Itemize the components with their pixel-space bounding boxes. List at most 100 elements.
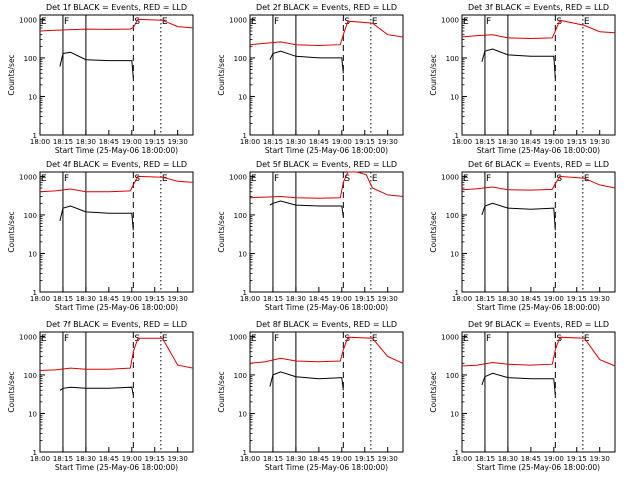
x-tick-label: 18:45 (521, 295, 541, 303)
x-tick-label: 18:30 (76, 138, 96, 146)
x-axis-label: Start Time (25-May-06 18:00:00) (265, 463, 388, 472)
y-axis-label: Counts/sec (7, 54, 16, 95)
x-tick-label: 18:15 (53, 138, 73, 146)
x-tick-label: 19:30 (168, 138, 188, 146)
x-tick-label: 19:15 (355, 295, 375, 303)
y-axis-label: Counts/sec (217, 54, 226, 95)
y-tick-label: 100 (24, 372, 37, 380)
y-axis-label: Counts/sec (429, 371, 438, 412)
series-lld-line (461, 19, 616, 40)
y-tick-label: 1 (33, 289, 37, 297)
y-tick-label: 10 (238, 410, 247, 418)
x-tick-label: 18:45 (99, 138, 119, 146)
series-events-line (269, 200, 344, 217)
marker-label: E (251, 334, 257, 344)
x-tick-label: 18:00 (240, 295, 260, 303)
x-tick-label: 19:30 (590, 295, 610, 303)
series-events-line (269, 371, 344, 391)
marker-label: E (162, 17, 168, 27)
x-tick-label: 18:45 (309, 138, 329, 146)
x-axis-label: Start Time (25-May-06 18:00:00) (265, 303, 388, 312)
panel-6: Det 6f BLACK = Events, RED = LLD 1 10 100 10… (429, 160, 616, 312)
x-tick-label: 19:00 (122, 138, 142, 146)
x-tick-label: 19:30 (378, 455, 398, 463)
x-tick-label: 18:45 (99, 295, 119, 303)
x-tick-label: 19:00 (332, 138, 352, 146)
x-tick-label: 19:15 (567, 138, 587, 146)
x-tick-label: 18:45 (521, 455, 541, 463)
series-events-line (481, 372, 556, 396)
x-tick-label: 19:00 (544, 138, 564, 146)
panel-title: Det 5f BLACK = Events, RED = LLD (256, 160, 397, 169)
y-tick-label: 100 (234, 372, 247, 380)
x-axis-label: Start Time (25-May-06 18:00:00) (55, 146, 178, 155)
marker-label: F (274, 174, 279, 184)
marker-label: S (556, 174, 562, 184)
y-tick-label: 100 (446, 372, 459, 380)
y-axis-label: Counts/sec (217, 371, 226, 412)
x-axis-label: Start Time (25-May-06 18:00:00) (55, 463, 178, 472)
y-tick-label: 1000 (19, 333, 37, 341)
series-lld-line (249, 20, 404, 47)
marker-label: E (463, 174, 469, 184)
marker-label: F (274, 334, 279, 344)
x-tick-label: 18:15 (53, 295, 73, 303)
y-tick-label: 1 (33, 132, 37, 140)
x-tick-label: 18:30 (76, 455, 96, 463)
y-tick-label: 100 (24, 212, 37, 220)
panel-4: Det 4f BLACK = Events, RED = LLD 1 10 100 10… (7, 160, 194, 312)
x-tick-label: 19:15 (355, 138, 375, 146)
y-tick-label: 100 (234, 55, 247, 63)
x-tick-label: 19:30 (378, 138, 398, 146)
marker-label: S (134, 17, 140, 27)
panel-title: Det 7f BLACK = Events, RED = LLD (46, 320, 187, 329)
x-tick-label: 19:15 (145, 138, 165, 146)
marker-label: E (372, 17, 378, 27)
panel-title: Det 6f BLACK = Events, RED = LLD (468, 160, 609, 169)
x-axis-label: Start Time (25-May-06 18:00:00) (55, 303, 178, 312)
y-tick-label: 10 (238, 250, 247, 258)
marker-label: F (64, 17, 69, 27)
y-tick-label: 10 (28, 250, 37, 258)
x-tick-label: 18:30 (286, 295, 306, 303)
panel-2: Det 2f BLACK = Events, RED = LLD 1 10 100 10… (217, 3, 404, 155)
y-tick-label: 1000 (19, 173, 37, 181)
y-tick-label: 10 (450, 410, 459, 418)
x-tick-label: 18:00 (30, 455, 50, 463)
y-tick-label: 1000 (441, 333, 459, 341)
panel-title: Det 1f BLACK = Events, RED = LLD (46, 3, 187, 12)
y-tick-label: 10 (450, 93, 459, 101)
x-tick-label: 18:15 (475, 138, 495, 146)
x-tick-label: 19:15 (145, 455, 165, 463)
x-tick-label: 19:30 (168, 455, 188, 463)
y-axis-label: Counts/sec (7, 371, 16, 412)
x-tick-label: 18:45 (521, 138, 541, 146)
y-tick-label: 100 (24, 55, 37, 63)
x-tick-label: 18:30 (286, 455, 306, 463)
y-axis-label: Counts/sec (217, 211, 226, 252)
y-tick-label: 10 (450, 250, 459, 258)
marker-label: E (251, 17, 257, 27)
marker-label: S (344, 174, 350, 184)
series-lld-line (249, 336, 404, 364)
x-tick-label: 19:30 (168, 295, 188, 303)
x-tick-label: 19:00 (332, 295, 352, 303)
x-tick-label: 18:00 (240, 455, 260, 463)
y-tick-label: 1 (455, 449, 459, 457)
x-tick-label: 19:00 (122, 295, 142, 303)
marker-label: E (372, 174, 378, 184)
y-tick-label: 10 (28, 93, 37, 101)
y-tick-label: 1000 (229, 333, 247, 341)
x-tick-label: 18:00 (240, 138, 260, 146)
series-lld-line (39, 18, 194, 32)
marker-label: F (486, 334, 491, 344)
y-axis-label: Counts/sec (429, 54, 438, 95)
x-tick-label: 19:30 (590, 455, 610, 463)
x-tick-label: 18:30 (498, 138, 518, 146)
x-tick-label: 18:30 (76, 295, 96, 303)
x-tick-label: 18:45 (309, 455, 329, 463)
series-lld-line (39, 175, 194, 193)
y-tick-label: 1000 (229, 16, 247, 24)
marker-label: F (274, 17, 279, 27)
